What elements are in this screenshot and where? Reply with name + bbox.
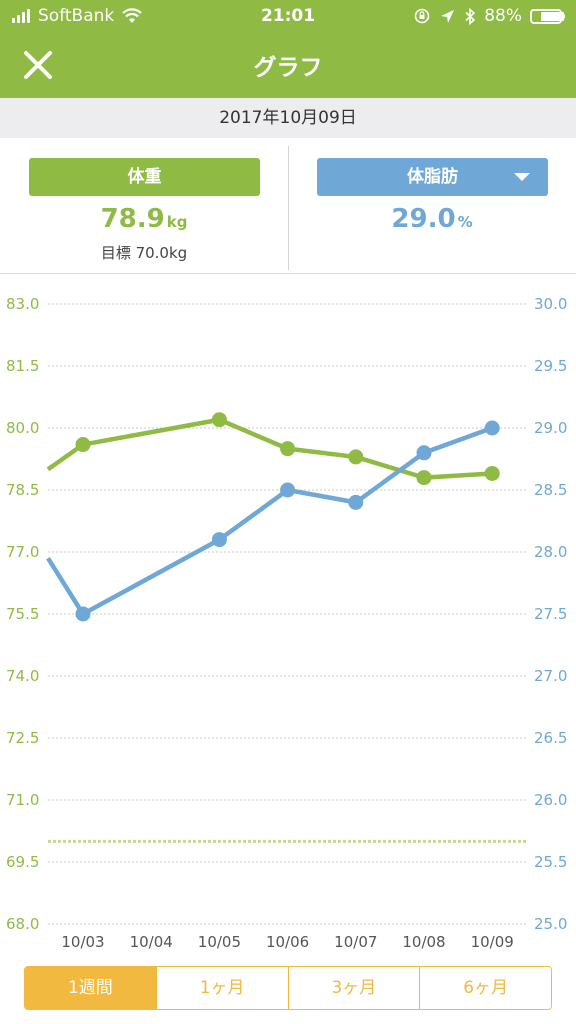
right-tick-label: 29.0 <box>534 419 567 437</box>
left-tick-label: 69.5 <box>6 853 39 871</box>
left-tick-label: 72.5 <box>6 729 39 747</box>
period-tab-2[interactable]: 3ヶ月 <box>287 967 420 1009</box>
body-fat-number: 29.0 <box>391 204 456 234</box>
status-right: 88% <box>414 6 565 26</box>
left-tick-label: 71.0 <box>6 791 39 809</box>
x-tick-label: 10/07 <box>334 933 377 951</box>
right-tick-label: 25.0 <box>534 915 567 933</box>
weight-number: 78.9 <box>100 204 165 234</box>
close-icon[interactable] <box>18 48 58 84</box>
nav-bar: グラフ <box>0 34 576 98</box>
right-tick-label: 29.5 <box>534 357 567 375</box>
data-point <box>416 445 432 461</box>
period-tabs: 1週間 1ヶ月 3ヶ月 6ヶ月 <box>24 966 552 1010</box>
period-tab-3[interactable]: 6ヶ月 <box>419 967 551 1009</box>
left-tick-label: 81.5 <box>6 357 39 375</box>
orientation-lock-icon <box>414 8 430 24</box>
body-fat-value: 29.0% <box>288 204 576 234</box>
weight-button[interactable]: 体重 <box>29 158 260 196</box>
caret-down-icon <box>514 173 530 181</box>
left-tick-label: 68.0 <box>6 915 39 933</box>
x-tick-label: 10/09 <box>471 933 514 951</box>
summary-divider <box>288 146 289 270</box>
data-point <box>348 449 364 465</box>
carrier-name: SoftBank <box>38 6 115 26</box>
data-point <box>484 465 500 481</box>
body-fat-dropdown[interactable]: 体脂肪 <box>317 158 548 196</box>
bluetooth-icon <box>465 7 476 25</box>
left-tick-label: 75.5 <box>6 605 39 623</box>
weight-button-label: 体重 <box>127 167 162 187</box>
right-tick-label: 27.5 <box>534 605 567 623</box>
right-tick-label: 25.5 <box>534 853 567 871</box>
weight-goal: 目標 70.0kg <box>100 244 188 262</box>
location-icon <box>441 9 455 23</box>
x-tick-label: 10/08 <box>402 933 445 951</box>
x-tick-label: 10/06 <box>266 933 309 951</box>
right-tick-label: 26.0 <box>534 791 567 809</box>
body-fat-button-label: 体脂肪 <box>407 167 458 187</box>
battery-icon <box>530 8 565 24</box>
right-tick-label: 26.5 <box>534 729 567 747</box>
data-point <box>484 420 500 436</box>
data-point <box>280 441 296 457</box>
period-tab-0[interactable]: 1週間 <box>25 967 156 1009</box>
status-bar: SoftBank 21:01 88% <box>0 0 576 34</box>
data-point <box>211 412 227 428</box>
battery-fill <box>541 11 564 21</box>
data-point <box>75 606 91 622</box>
x-tick-label: 10/04 <box>130 933 173 951</box>
right-tick-label: 28.0 <box>534 543 567 561</box>
weight-unit: kg <box>166 213 188 231</box>
battery-percent: 88% <box>484 6 522 26</box>
page-title: グラフ <box>253 55 323 81</box>
status-left: SoftBank <box>12 6 143 26</box>
left-tick-label: 78.5 <box>6 481 39 499</box>
data-point <box>211 532 227 548</box>
data-point <box>280 482 296 498</box>
x-tick-label: 10/03 <box>61 933 104 951</box>
right-tick-label: 28.5 <box>534 481 567 499</box>
data-point <box>416 470 432 486</box>
status-time: 21:01 <box>260 6 316 26</box>
left-tick-label: 80.0 <box>6 419 39 437</box>
data-point <box>348 494 364 510</box>
date-label: 2017年10月09日 <box>0 98 576 138</box>
right-tick-label: 30.0 <box>534 295 567 313</box>
left-tick-label: 83.0 <box>6 295 39 313</box>
left-tick-label: 74.0 <box>6 667 39 685</box>
weight-fat-chart: 83.0 30.0 81.5 29.5 80.0 29.0 78.5 28.5 77.0 28.0… <box>6 295 567 951</box>
data-point <box>75 437 91 453</box>
wifi-icon <box>122 8 143 23</box>
summary-panel: 体重 78.9 kg 目標 70.0kg 体脂肪 29.0% <box>0 138 576 274</box>
right-tick-label: 27.0 <box>534 667 567 685</box>
signal-icon <box>12 9 32 23</box>
x-tick-label: 10/05 <box>198 933 241 951</box>
left-tick-label: 77.0 <box>6 543 39 561</box>
period-tab-1[interactable]: 1ヶ月 <box>155 967 288 1009</box>
weight-value: 78.9 kg <box>0 204 288 234</box>
body-fat-unit: % <box>457 213 473 231</box>
